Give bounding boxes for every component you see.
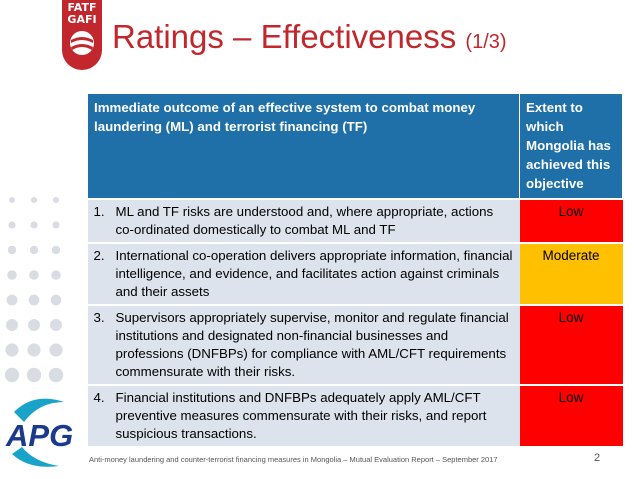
decorative-dot bbox=[29, 270, 39, 280]
apg-logo-text: APG bbox=[5, 418, 73, 453]
table-row: 1. ML and TF risks are understood and, wh… bbox=[87, 198, 623, 243]
title-main: Ratings – Effectiveness bbox=[112, 18, 457, 55]
table-row: 2. International co-operation delivers ap… bbox=[87, 242, 623, 305]
decorative-dot bbox=[29, 245, 39, 255]
outcome-cell: 3. Supervisors appropriately supervise, m… bbox=[87, 304, 520, 385]
decorative-dot bbox=[8, 221, 16, 229]
decorative-dot bbox=[7, 245, 17, 255]
title-sub: (1/3) bbox=[465, 31, 507, 53]
decorative-dot bbox=[49, 343, 63, 357]
page-number: 2 bbox=[594, 452, 601, 464]
rating-cell: Low bbox=[519, 198, 623, 243]
outcome-cell: 1. ML and TF risks are understood and, wh… bbox=[87, 198, 520, 243]
header-outcome: Immediate outcome of an effective system… bbox=[87, 94, 520, 199]
decorative-dot bbox=[27, 343, 41, 357]
fatf-logo-text: FATF bbox=[67, 1, 97, 14]
decorative-dot bbox=[7, 270, 17, 280]
decorative-dot bbox=[50, 294, 62, 306]
table-row: 3. Supervisors appropriately supervise, m… bbox=[87, 304, 623, 385]
globe-icon bbox=[70, 31, 94, 55]
decorative-dot bbox=[9, 197, 15, 203]
table-row: 4. Financial institutions and DNFBPs adeq… bbox=[87, 384, 623, 446]
decorative-dot bbox=[51, 245, 61, 255]
decorative-dot bbox=[30, 221, 38, 229]
rating-cell: Low bbox=[519, 304, 623, 385]
decorative-dot bbox=[48, 367, 64, 383]
decorative-dot bbox=[53, 197, 59, 203]
fatf-gafi-logo: FATF GAFI bbox=[62, 0, 102, 70]
decorative-dot bbox=[51, 270, 61, 280]
outcome-cell: 2. International co-operation delivers ap… bbox=[87, 242, 520, 305]
rating-cell: Low bbox=[519, 384, 623, 446]
decorative-dot bbox=[6, 319, 18, 331]
outcome-number: 4. bbox=[93, 390, 105, 405]
decorative-dot bbox=[26, 367, 42, 383]
outcome-cell: 4. Financial institutions and DNFBPs adeq… bbox=[87, 384, 520, 446]
decorative-dot bbox=[4, 367, 20, 383]
outcome-text: International co-operation delivers appr… bbox=[115, 248, 513, 299]
decorative-dot bbox=[50, 319, 62, 331]
rating-cell: Moderate bbox=[519, 242, 623, 305]
footer-text: Anti-money laundering and counter-terror… bbox=[89, 455, 498, 464]
decorative-dot bbox=[52, 221, 60, 229]
slide-title: Ratings – Effectiveness (1/3) bbox=[112, 18, 507, 56]
apg-logo: APG bbox=[5, 398, 73, 467]
outcome-text: ML and TF risks are understood and, wher… bbox=[115, 204, 494, 237]
gafi-logo-text: GAFI bbox=[67, 13, 97, 26]
outcome-number: 3. bbox=[93, 310, 105, 325]
decorative-dot bbox=[6, 294, 18, 306]
effectiveness-ratings-table: Immediate outcome of an effective system… bbox=[87, 94, 623, 446]
decorative-dot bbox=[5, 343, 19, 357]
table-header-row: Immediate outcome of an effective system… bbox=[87, 94, 623, 199]
decorative-dot-grid bbox=[4, 197, 64, 383]
decorative-dot bbox=[28, 319, 40, 331]
decorative-dot bbox=[28, 294, 40, 306]
outcome-number: 1. bbox=[93, 204, 105, 219]
header-rating: Extent to which Mongolia has achieved th… bbox=[519, 94, 623, 199]
outcome-number: 2. bbox=[93, 248, 105, 263]
outcome-text: Supervisors appropriately supervise, mon… bbox=[115, 310, 509, 379]
decorative-dot bbox=[31, 197, 37, 203]
outcome-text: Financial institutions and DNFBPs adequa… bbox=[115, 390, 487, 441]
